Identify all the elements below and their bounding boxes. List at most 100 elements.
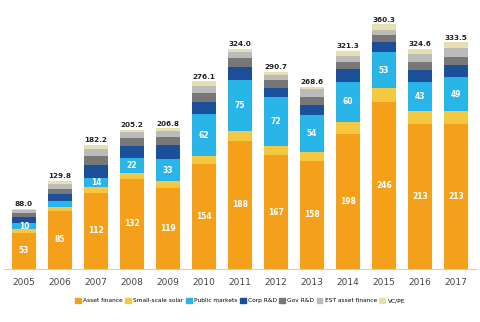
Bar bbox=[336, 69, 360, 81]
Text: 324.0: 324.0 bbox=[228, 41, 252, 47]
Text: 62: 62 bbox=[199, 131, 209, 140]
Bar bbox=[12, 213, 36, 217]
Text: 321.3: 321.3 bbox=[336, 43, 360, 49]
Bar bbox=[336, 81, 360, 122]
Bar bbox=[264, 146, 288, 156]
Bar bbox=[48, 189, 72, 194]
Bar bbox=[264, 88, 288, 97]
Bar bbox=[408, 70, 432, 82]
Text: 33: 33 bbox=[163, 166, 173, 175]
Bar bbox=[228, 52, 252, 59]
Bar bbox=[408, 49, 432, 54]
Bar bbox=[372, 52, 396, 88]
Bar bbox=[48, 184, 72, 189]
Bar bbox=[300, 105, 324, 115]
Text: 72: 72 bbox=[271, 117, 281, 126]
Bar bbox=[192, 164, 216, 269]
Text: 43: 43 bbox=[415, 92, 425, 101]
Text: 182.2: 182.2 bbox=[84, 137, 108, 144]
Bar bbox=[192, 93, 216, 102]
Bar bbox=[228, 67, 252, 80]
Bar bbox=[336, 122, 360, 134]
Text: 14: 14 bbox=[91, 178, 101, 187]
Bar bbox=[48, 207, 72, 211]
Text: 158: 158 bbox=[304, 210, 320, 219]
Bar bbox=[408, 54, 432, 62]
Bar bbox=[336, 62, 360, 69]
Bar bbox=[372, 42, 396, 52]
Bar bbox=[372, 102, 396, 269]
Text: 276.1: 276.1 bbox=[192, 74, 216, 80]
Text: 290.7: 290.7 bbox=[264, 64, 288, 70]
Bar bbox=[48, 211, 72, 269]
Bar bbox=[228, 59, 252, 67]
Bar bbox=[372, 88, 396, 102]
Bar bbox=[156, 181, 180, 188]
Bar bbox=[372, 35, 396, 42]
Bar bbox=[192, 102, 216, 114]
Bar bbox=[408, 124, 432, 269]
Text: 206.8: 206.8 bbox=[156, 121, 180, 127]
Text: 10: 10 bbox=[19, 222, 29, 231]
Text: 188: 188 bbox=[232, 201, 248, 210]
Bar bbox=[156, 145, 180, 159]
Bar bbox=[408, 111, 432, 124]
Text: 324.6: 324.6 bbox=[408, 41, 432, 47]
Bar bbox=[228, 49, 252, 52]
Bar bbox=[372, 24, 396, 30]
Text: 60: 60 bbox=[343, 97, 353, 106]
Bar bbox=[444, 124, 468, 269]
Text: 49: 49 bbox=[451, 90, 461, 99]
Text: 54: 54 bbox=[307, 129, 317, 138]
Bar bbox=[264, 71, 288, 75]
Text: 53: 53 bbox=[379, 66, 389, 75]
Bar bbox=[408, 62, 432, 70]
Bar bbox=[156, 131, 180, 137]
Text: 88.0: 88.0 bbox=[15, 201, 33, 207]
Bar bbox=[48, 181, 72, 184]
Bar bbox=[444, 43, 468, 48]
Bar bbox=[444, 111, 468, 124]
Bar bbox=[336, 56, 360, 62]
Bar bbox=[84, 156, 108, 165]
Bar bbox=[444, 48, 468, 57]
Text: 85: 85 bbox=[55, 235, 65, 244]
Text: 213: 213 bbox=[448, 192, 464, 201]
Bar bbox=[228, 131, 252, 141]
Bar bbox=[120, 179, 144, 269]
Bar bbox=[156, 137, 180, 145]
Bar bbox=[264, 80, 288, 88]
Bar bbox=[120, 158, 144, 173]
Text: 119: 119 bbox=[160, 224, 176, 233]
Bar bbox=[264, 75, 288, 80]
Bar bbox=[84, 165, 108, 178]
Bar bbox=[84, 193, 108, 269]
Text: 53: 53 bbox=[19, 246, 29, 255]
Bar bbox=[84, 145, 108, 149]
Bar bbox=[444, 57, 468, 65]
Text: 167: 167 bbox=[268, 208, 284, 217]
Text: 333.5: 333.5 bbox=[444, 35, 468, 41]
Text: 22: 22 bbox=[127, 161, 137, 170]
Bar bbox=[120, 138, 144, 146]
Bar bbox=[300, 161, 324, 269]
Bar bbox=[12, 233, 36, 269]
Bar bbox=[48, 201, 72, 207]
Bar bbox=[336, 134, 360, 269]
Text: 154: 154 bbox=[196, 212, 212, 221]
Bar bbox=[264, 156, 288, 269]
Bar bbox=[264, 97, 288, 146]
Text: 75: 75 bbox=[235, 101, 245, 110]
Bar bbox=[192, 81, 216, 86]
Bar bbox=[12, 209, 36, 210]
Bar bbox=[336, 51, 360, 56]
Text: 246: 246 bbox=[376, 181, 392, 190]
Text: 213: 213 bbox=[412, 192, 428, 201]
Bar bbox=[192, 156, 216, 164]
Bar bbox=[12, 217, 36, 223]
Bar bbox=[444, 77, 468, 111]
Bar bbox=[300, 97, 324, 105]
Bar bbox=[156, 159, 180, 181]
Bar bbox=[84, 178, 108, 187]
Bar bbox=[120, 129, 144, 132]
